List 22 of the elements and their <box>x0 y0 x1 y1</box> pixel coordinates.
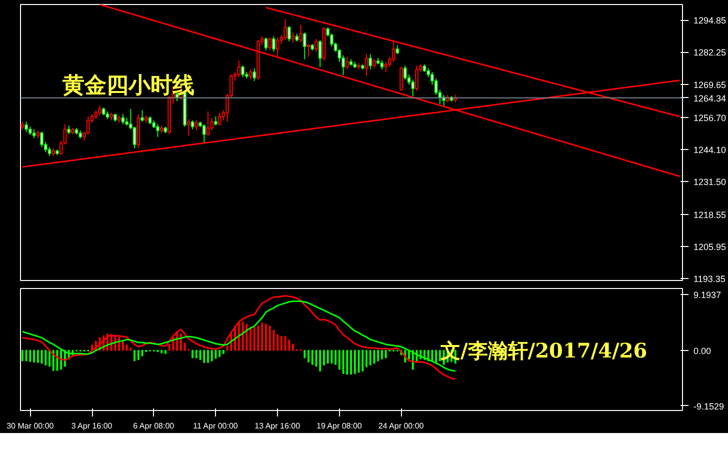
annotation: 黄金四小时线 <box>62 72 194 98</box>
y-tick-label: 0.00 <box>694 346 712 356</box>
y-tick-label: 1205.95 <box>694 242 726 252</box>
x-tick-label: 6 Apr 08:00 <box>133 422 175 430</box>
y-tick-label: 9.1937 <box>694 290 722 300</box>
y-tick-label: 1244.10 <box>694 144 726 155</box>
annotation: 文/李瀚轩/2017/4/26 <box>440 338 648 362</box>
x-tick-label: 19 Apr 08:00 <box>316 422 362 430</box>
x-tick-label: 13 Apr 16:00 <box>254 422 301 430</box>
ref-line-label: 1264.34 <box>694 93 726 104</box>
y-tick-label: 1282.25 <box>694 48 726 58</box>
x-tick-label: 3 Apr 16:00 <box>71 422 113 430</box>
y-tick-label: 1256.70 <box>694 112 726 123</box>
y-tick-label: 1269.65 <box>694 80 726 90</box>
x-tick-label: 30 Mar 00:00 <box>6 422 54 430</box>
y-tick-label: 1218.55 <box>694 210 726 220</box>
y-tick-label: 1193.35 <box>694 274 726 284</box>
x-tick-label: 11 Apr 00:00 <box>193 422 238 430</box>
y-tick-label: -9.1529 <box>694 401 724 412</box>
x-tick-label: 24 Apr 00:00 <box>378 422 424 430</box>
y-tick-label: 1294.85 <box>694 16 726 26</box>
y-tick-label: 1231.50 <box>694 176 726 187</box>
